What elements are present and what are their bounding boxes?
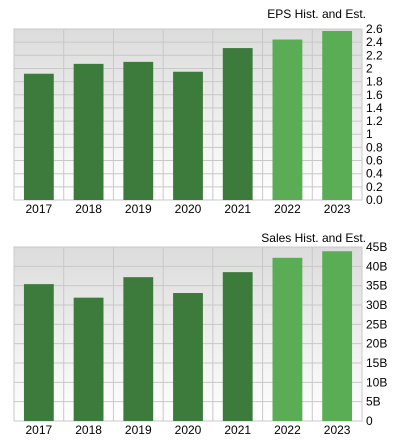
y-tick-label: 2 bbox=[366, 61, 373, 75]
y-tick-label: 0.0 bbox=[366, 193, 383, 207]
y-tick-label: 1.8 bbox=[366, 75, 383, 89]
historical-bar bbox=[222, 272, 253, 421]
estimate-bar bbox=[322, 251, 353, 421]
y-tick-label: 25B bbox=[366, 317, 387, 331]
historical-bar bbox=[73, 297, 104, 421]
chart-title: EPS Hist. and Est. bbox=[267, 7, 366, 21]
y-tick-label: 15B bbox=[366, 356, 387, 370]
x-tick-label: 2020 bbox=[175, 202, 202, 216]
y-tick-label: 2.6 bbox=[366, 22, 383, 36]
x-tick-label: 2019 bbox=[125, 202, 152, 216]
eps-chart: EPS Hist. and Est. 0.00.20.40.60.811.21.4… bbox=[13, 7, 383, 216]
historical-bar bbox=[73, 63, 104, 200]
y-tick-label: 0.2 bbox=[366, 180, 383, 194]
historical-bar bbox=[23, 73, 54, 200]
sales-chart: Sales Hist. and Est. 0 5B 10B 15B 20B 25B 30B 35… bbox=[13, 231, 387, 437]
x-tick-label: 2023 bbox=[324, 423, 351, 437]
x-tick-label: 2018 bbox=[75, 202, 102, 216]
y-tick-label: 5B bbox=[366, 395, 381, 409]
x-tick-label: 2018 bbox=[75, 423, 102, 437]
estimate-bar bbox=[272, 257, 303, 421]
x-tick-label: 2023 bbox=[324, 202, 351, 216]
historical-bar bbox=[123, 277, 154, 421]
y-tick-label: 1.6 bbox=[366, 88, 383, 102]
y-tick-label: 0.6 bbox=[366, 154, 383, 168]
y-tick-label: 35B bbox=[366, 279, 387, 293]
x-tick-label: 2017 bbox=[26, 202, 53, 216]
x-tick-label: 2021 bbox=[224, 202, 251, 216]
x-tick-label: 2022 bbox=[274, 423, 301, 437]
chart-title: Sales Hist. and Est. bbox=[261, 231, 366, 245]
historical-bar bbox=[173, 293, 203, 421]
y-tick-label: 20B bbox=[366, 337, 387, 351]
y-tick-label: 1 bbox=[366, 127, 373, 141]
y-tick-label: 30B bbox=[366, 298, 387, 312]
y-tick-label: 0 bbox=[366, 414, 373, 428]
x-tick-label: 2020 bbox=[175, 423, 202, 437]
x-tick-label: 2017 bbox=[26, 423, 53, 437]
historical-bar bbox=[123, 61, 154, 201]
x-tick-label: 2019 bbox=[125, 423, 152, 437]
estimate-bar bbox=[322, 30, 353, 200]
y-tick-label: 0.8 bbox=[366, 140, 383, 154]
historical-bar bbox=[173, 71, 203, 200]
historical-bar bbox=[23, 284, 54, 421]
estimate-bar bbox=[272, 39, 303, 201]
x-tick-label: 2021 bbox=[224, 423, 251, 437]
historical-bar bbox=[222, 48, 253, 201]
y-tick-label: 45B bbox=[366, 240, 387, 254]
y-tick-label: 2.4 bbox=[366, 35, 383, 49]
y-tick-label: 1.2 bbox=[366, 114, 383, 128]
x-tick-label: 2022 bbox=[274, 202, 301, 216]
y-tick-label: 2.2 bbox=[366, 48, 383, 62]
y-tick-label: 40B bbox=[366, 259, 387, 273]
y-tick-label: 1.4 bbox=[366, 101, 383, 115]
y-tick-label: 0.4 bbox=[366, 167, 383, 181]
y-tick-label: 10B bbox=[366, 375, 387, 389]
